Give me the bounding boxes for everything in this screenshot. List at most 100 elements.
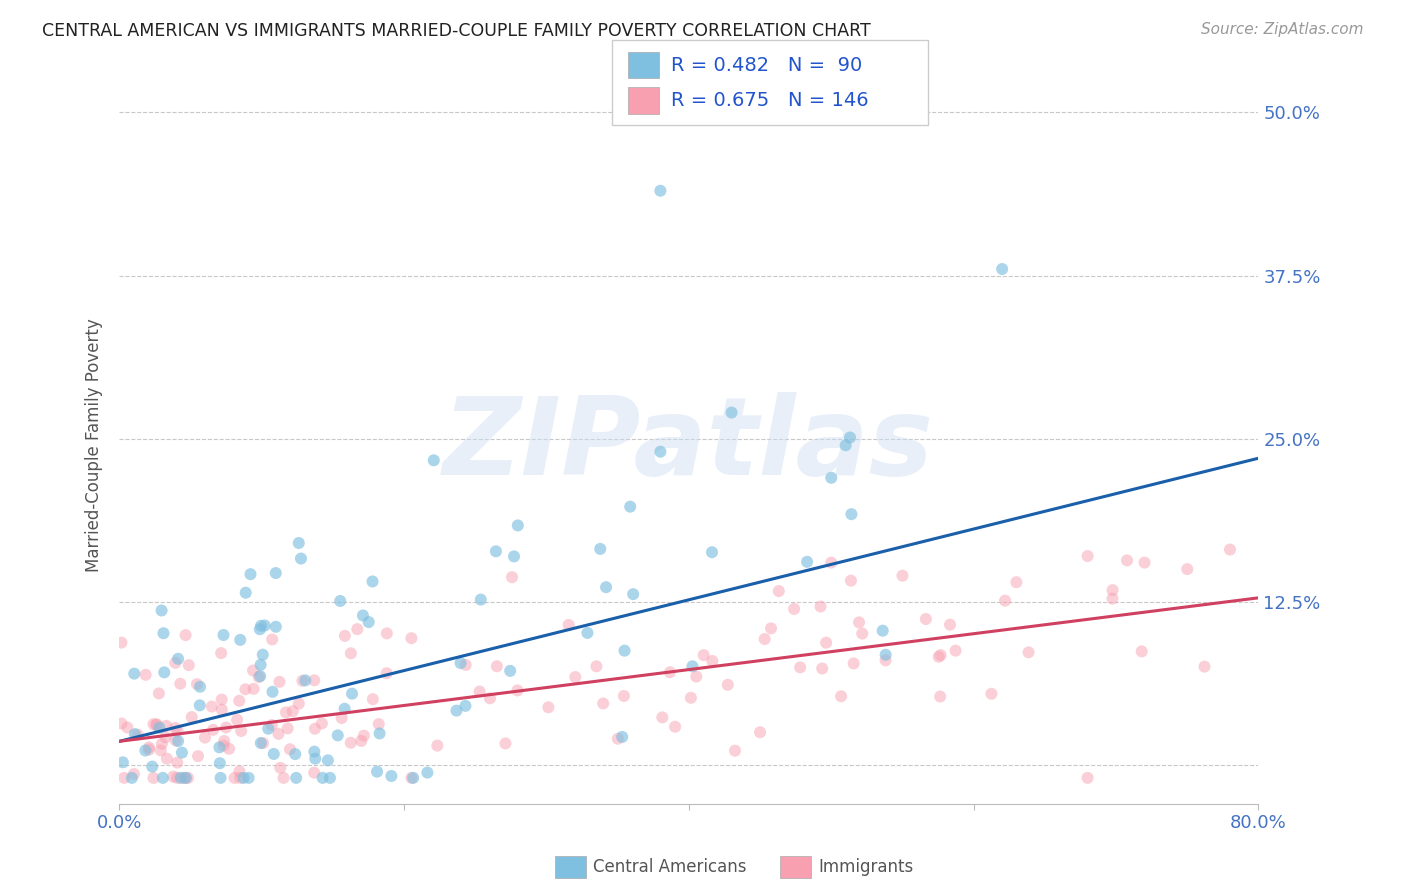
Point	[499, 664, 522, 678]
Point	[211, 692, 233, 706]
Point	[811, 661, 834, 675]
Point	[242, 681, 264, 696]
Point	[264, 566, 287, 580]
Point	[557, 618, 579, 632]
Point	[304, 751, 326, 765]
Point	[148, 686, 170, 700]
Point	[162, 770, 184, 784]
Point	[187, 749, 209, 764]
Point	[235, 682, 257, 697]
Point	[264, 620, 287, 634]
Point	[229, 771, 252, 785]
Point	[872, 624, 894, 638]
Point	[375, 626, 398, 640]
Point	[368, 726, 391, 740]
Text: R = 0.482   N =  90: R = 0.482 N = 90	[671, 55, 862, 75]
Point	[294, 673, 316, 688]
Point	[177, 658, 200, 673]
Point	[208, 756, 231, 771]
Point	[815, 636, 838, 650]
Point	[215, 721, 238, 735]
Point	[589, 541, 612, 556]
Point	[253, 618, 276, 632]
Point	[148, 721, 170, 735]
Point	[242, 664, 264, 678]
Point	[340, 646, 363, 660]
Point	[1101, 583, 1123, 598]
Point	[416, 765, 439, 780]
Point	[269, 761, 291, 775]
Point	[1133, 556, 1156, 570]
Point	[1130, 644, 1153, 658]
Point	[149, 743, 172, 757]
Point	[612, 730, 634, 744]
Point	[319, 771, 342, 785]
Point	[830, 690, 852, 704]
Point	[839, 430, 862, 444]
Point	[110, 635, 132, 649]
Point	[915, 612, 938, 626]
Point	[402, 771, 425, 785]
Point	[796, 555, 818, 569]
Point	[470, 592, 492, 607]
Point	[249, 622, 271, 636]
Point	[155, 731, 177, 745]
Point	[166, 756, 188, 770]
Text: Source: ZipAtlas.com: Source: ZipAtlas.com	[1201, 22, 1364, 37]
Point	[277, 722, 299, 736]
Text: ZIPatlas: ZIPatlas	[443, 392, 935, 498]
Point	[621, 587, 644, 601]
Text: Immigrants: Immigrants	[818, 858, 914, 876]
Point	[177, 771, 200, 785]
Point	[875, 648, 897, 662]
Y-axis label: Married-Couple Family Poverty: Married-Couple Family Poverty	[86, 318, 103, 572]
Point	[401, 631, 423, 645]
Point	[212, 628, 235, 642]
Point	[606, 731, 628, 746]
Point	[121, 771, 143, 785]
Point	[141, 759, 163, 773]
Point	[150, 737, 173, 751]
Point	[848, 615, 870, 630]
Point	[304, 745, 326, 759]
Point	[929, 648, 952, 662]
Point	[260, 718, 283, 732]
Point	[361, 692, 384, 706]
Point	[333, 629, 356, 643]
Point	[592, 697, 614, 711]
Point	[759, 621, 782, 635]
Point	[302, 765, 325, 780]
Point	[180, 710, 202, 724]
Point	[366, 764, 388, 779]
Point	[401, 771, 423, 785]
Point	[311, 771, 333, 785]
Point	[350, 734, 373, 748]
Point	[226, 713, 249, 727]
Point	[209, 646, 232, 660]
Point	[235, 585, 257, 599]
Point	[169, 771, 191, 785]
Point	[273, 771, 295, 785]
Point	[278, 742, 301, 756]
Point	[174, 771, 197, 785]
Point	[117, 721, 139, 735]
Point	[537, 700, 560, 714]
Point	[1005, 575, 1028, 590]
Point	[166, 723, 188, 738]
Point	[754, 632, 776, 646]
Point	[281, 704, 304, 718]
Point	[304, 722, 326, 736]
Point	[172, 771, 194, 785]
Point	[329, 594, 352, 608]
Point	[789, 660, 811, 674]
Point	[928, 649, 950, 664]
Point	[238, 771, 260, 785]
Point	[239, 567, 262, 582]
Point	[165, 656, 187, 670]
Point	[613, 643, 636, 657]
Point	[700, 545, 723, 559]
Point	[685, 670, 707, 684]
Point	[247, 670, 270, 684]
Point	[152, 771, 174, 785]
Point	[1175, 562, 1198, 576]
